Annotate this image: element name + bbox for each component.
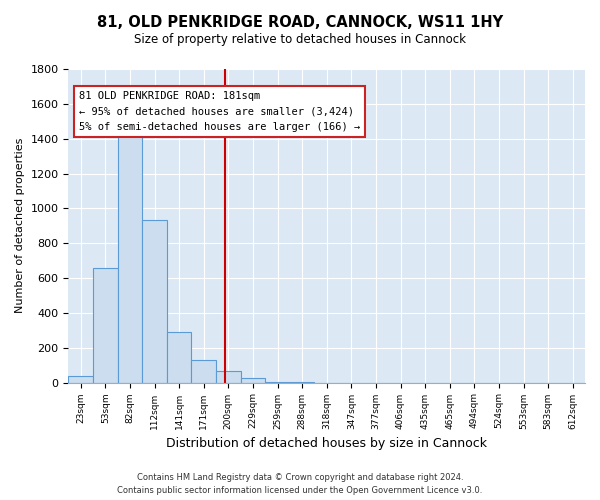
Bar <box>216 371 241 382</box>
X-axis label: Distribution of detached houses by size in Cannock: Distribution of detached houses by size … <box>166 437 487 450</box>
Bar <box>68 376 93 382</box>
Y-axis label: Number of detached properties: Number of detached properties <box>15 138 25 314</box>
Text: Contains HM Land Registry data © Crown copyright and database right 2024.
Contai: Contains HM Land Registry data © Crown c… <box>118 474 482 495</box>
Text: 81 OLD PENKRIDGE ROAD: 181sqm
← 95% of detached houses are smaller (3,424)
5% of: 81 OLD PENKRIDGE ROAD: 181sqm ← 95% of d… <box>79 90 360 132</box>
Bar <box>191 360 216 382</box>
Bar <box>93 268 118 382</box>
Text: Size of property relative to detached houses in Cannock: Size of property relative to detached ho… <box>134 32 466 46</box>
Text: 81, OLD PENKRIDGE ROAD, CANNOCK, WS11 1HY: 81, OLD PENKRIDGE ROAD, CANNOCK, WS11 1H… <box>97 15 503 30</box>
Bar <box>167 332 191 382</box>
Bar <box>241 378 265 382</box>
Bar <box>142 220 167 382</box>
Bar <box>118 126 142 382</box>
